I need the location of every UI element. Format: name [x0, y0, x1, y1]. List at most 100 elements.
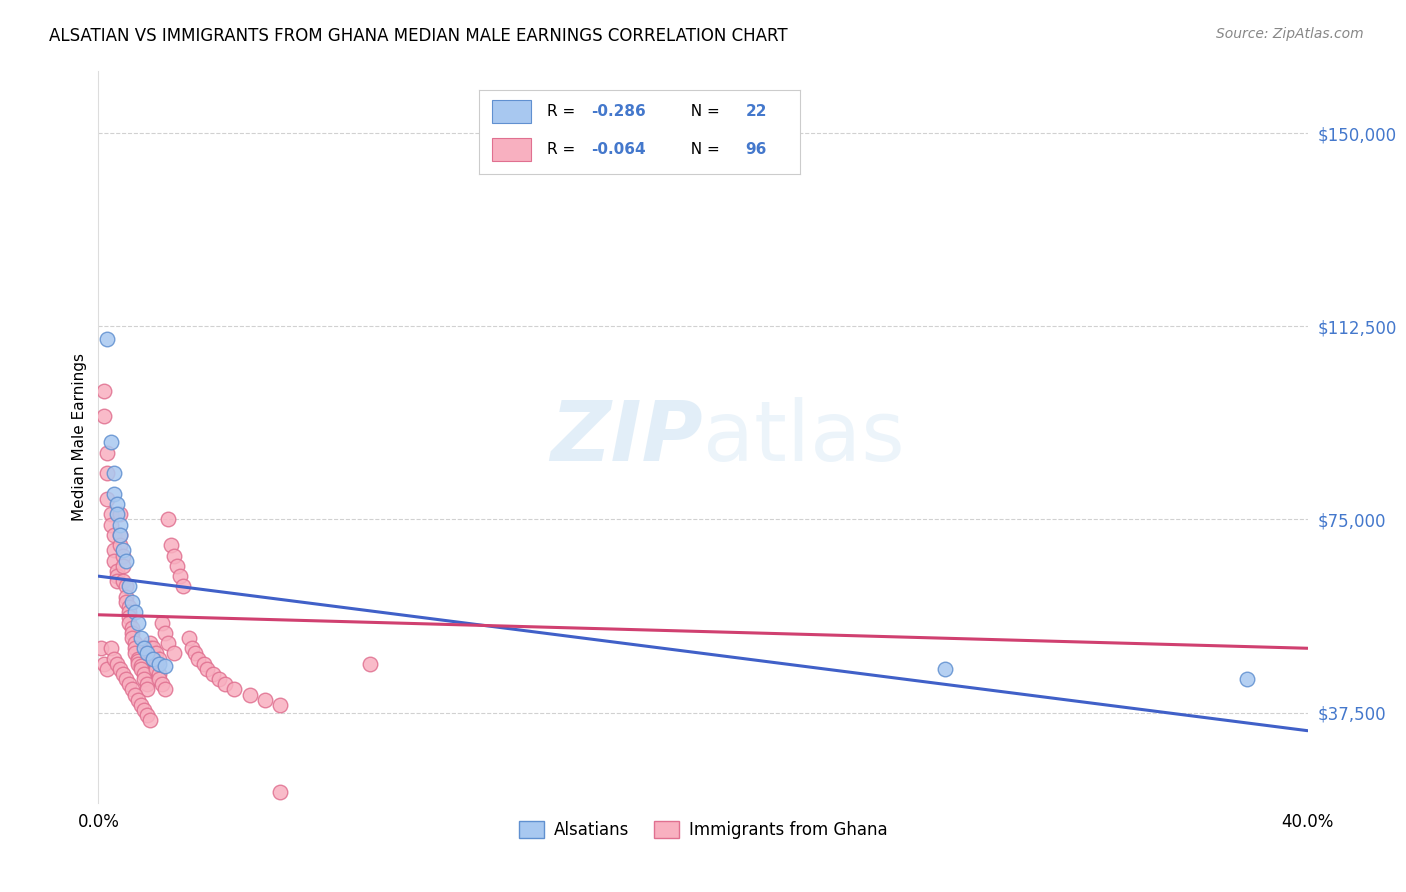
- Point: [269, 785, 291, 799]
- Point: [163, 549, 186, 563]
- Point: [129, 631, 152, 645]
- Point: [150, 615, 173, 630]
- Point: [148, 651, 170, 665]
- Point: [148, 657, 170, 671]
- Point: [1236, 672, 1258, 686]
- Point: [135, 682, 157, 697]
- Point: [100, 641, 122, 656]
- Point: [127, 651, 149, 665]
- Point: [108, 538, 131, 552]
- Point: [184, 647, 207, 661]
- Point: [129, 698, 152, 712]
- Point: [202, 667, 225, 681]
- Point: [96, 491, 118, 506]
- Point: [103, 651, 125, 665]
- Point: [96, 466, 118, 480]
- Point: [360, 657, 382, 671]
- Point: [111, 558, 134, 573]
- Point: [150, 677, 173, 691]
- Point: [127, 693, 149, 707]
- Point: [127, 615, 149, 630]
- Point: [142, 651, 165, 665]
- Point: [253, 693, 276, 707]
- Point: [224, 682, 246, 697]
- Point: [114, 554, 136, 568]
- Point: [124, 605, 146, 619]
- Point: [135, 708, 157, 723]
- Point: [111, 667, 134, 681]
- Point: [118, 677, 141, 691]
- Point: [179, 631, 201, 645]
- Point: [105, 564, 128, 578]
- Point: [108, 528, 131, 542]
- Point: [269, 698, 291, 712]
- Text: atlas: atlas: [703, 397, 904, 477]
- Point: [156, 636, 179, 650]
- Point: [108, 528, 131, 542]
- Point: [93, 384, 115, 398]
- Point: [163, 647, 186, 661]
- Point: [121, 625, 143, 640]
- Point: [118, 605, 141, 619]
- Point: [145, 647, 167, 661]
- Point: [135, 677, 157, 691]
- Point: [166, 558, 188, 573]
- Point: [96, 332, 118, 346]
- Point: [132, 672, 155, 686]
- Point: [139, 641, 162, 656]
- Point: [181, 641, 204, 656]
- Point: [187, 651, 209, 665]
- Point: [148, 672, 170, 686]
- Point: [148, 667, 170, 681]
- Point: [139, 714, 162, 728]
- Point: [118, 579, 141, 593]
- Point: [124, 641, 146, 656]
- Point: [96, 445, 118, 459]
- Point: [153, 625, 176, 640]
- Point: [93, 657, 115, 671]
- Point: [103, 487, 125, 501]
- Point: [121, 631, 143, 645]
- Point: [132, 667, 155, 681]
- Point: [239, 688, 262, 702]
- Point: [114, 672, 136, 686]
- Point: [105, 574, 128, 589]
- Point: [139, 636, 162, 650]
- Point: [208, 672, 231, 686]
- Point: [124, 636, 146, 650]
- Text: ZIP: ZIP: [550, 397, 703, 477]
- Point: [132, 641, 155, 656]
- Point: [156, 512, 179, 526]
- Point: [103, 528, 125, 542]
- Point: [124, 647, 146, 661]
- Point: [118, 615, 141, 630]
- Point: [118, 600, 141, 615]
- Point: [169, 569, 191, 583]
- Point: [118, 610, 141, 624]
- Point: [105, 569, 128, 583]
- Point: [132, 703, 155, 717]
- Point: [121, 621, 143, 635]
- Point: [108, 517, 131, 532]
- Point: [124, 688, 146, 702]
- Point: [111, 543, 134, 558]
- Point: [111, 549, 134, 563]
- Text: Source: ZipAtlas.com: Source: ZipAtlas.com: [1216, 27, 1364, 41]
- Point: [103, 543, 125, 558]
- Point: [114, 579, 136, 593]
- Point: [145, 657, 167, 671]
- Text: ALSATIAN VS IMMIGRANTS FROM GHANA MEDIAN MALE EARNINGS CORRELATION CHART: ALSATIAN VS IMMIGRANTS FROM GHANA MEDIAN…: [49, 27, 787, 45]
- Point: [153, 682, 176, 697]
- Point: [114, 595, 136, 609]
- Point: [100, 517, 122, 532]
- Point: [172, 579, 194, 593]
- Point: [193, 657, 215, 671]
- Point: [90, 641, 112, 656]
- Legend: Alsatians, Immigrants from Ghana: Alsatians, Immigrants from Ghana: [512, 814, 894, 846]
- Point: [934, 662, 956, 676]
- Point: [103, 466, 125, 480]
- Point: [100, 435, 122, 450]
- Point: [160, 538, 183, 552]
- Point: [105, 508, 128, 522]
- Point: [121, 682, 143, 697]
